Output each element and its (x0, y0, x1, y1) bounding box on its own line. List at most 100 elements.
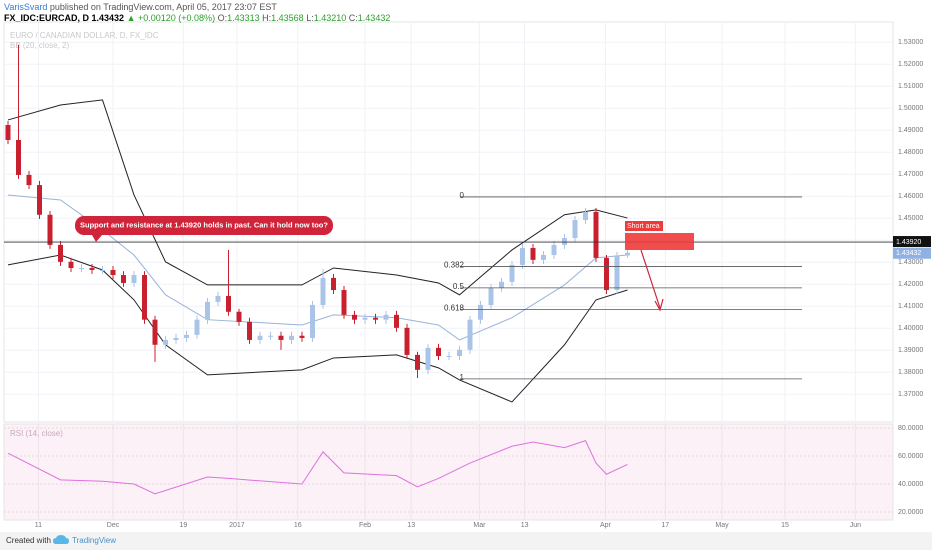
candle-body (457, 349, 462, 356)
candle-body (299, 335, 305, 338)
candle-body (436, 347, 441, 356)
rsi-title: RSI (14, close) (10, 429, 63, 438)
candle-body (278, 335, 284, 340)
ohlc-label: L: (306, 13, 314, 23)
callout-tail (92, 235, 102, 242)
candle-body (404, 327, 410, 355)
indicator-title: BB (20, close, 2) (10, 41, 69, 50)
candle-body (373, 317, 378, 320)
fib-label: 0.5 (453, 282, 465, 291)
rsi-tick-label: 20.0000 (898, 509, 923, 516)
short-area-tag (625, 221, 663, 231)
x-tick-label: 13 (407, 522, 415, 529)
candle-body (152, 319, 158, 345)
candle-body (89, 267, 95, 270)
candle-body (289, 335, 294, 340)
x-tick-label: 16 (294, 522, 302, 529)
x-tick-label: 11 (35, 522, 42, 529)
candle-body (247, 321, 252, 340)
candle-body (352, 314, 357, 320)
rsi-tick-label: 40.0000 (898, 481, 923, 488)
header-line-1: VarisSvard published on TradingView.com,… (4, 2, 390, 13)
candle-body (320, 277, 326, 305)
ohlc-label: H: (262, 13, 272, 23)
header-line-2: FX_IDC:EURCAD, D 1.43432 ▲ +0.00120 (+0.… (4, 13, 390, 24)
candle-body (142, 275, 147, 320)
rsi-line (7, 440, 628, 495)
price: 1.43432 (91, 13, 125, 23)
candle-body (530, 247, 536, 260)
x-tick-label: Mar (473, 522, 486, 529)
x-tick-label: 17 (661, 522, 669, 529)
candle-body (310, 304, 315, 338)
candle-body (572, 220, 578, 239)
candle-body (625, 252, 630, 256)
candle-body (562, 238, 567, 245)
candle-body (16, 139, 21, 175)
candle-body (173, 337, 179, 340)
footer-created: Created with (6, 536, 51, 545)
callout-bg (75, 216, 333, 235)
candle-body (520, 247, 525, 265)
candle-body (131, 275, 137, 283)
last-price-label: 1.43432 (896, 250, 921, 257)
candle-body (362, 317, 368, 320)
x-tick-label: Apr (600, 522, 612, 529)
candle-body (268, 335, 273, 337)
candle-body (394, 314, 399, 328)
candle-body (68, 261, 74, 268)
symbol: FX_IDC:EURCAD, D (4, 13, 90, 23)
ohlc-value: 1.43313 (227, 13, 260, 23)
candle-body (205, 301, 210, 320)
ohlc-label: O: (217, 13, 228, 23)
candle-body (5, 125, 11, 140)
y-tick-label: 1.48000 (898, 149, 923, 156)
fib-label: 1 (460, 373, 465, 382)
y-tick-label: 1.37000 (898, 391, 923, 398)
x-tick-label: 13 (521, 522, 529, 529)
bollinger-lower (7, 254, 628, 403)
candle-body (499, 281, 504, 288)
rsi-tick-label: 60.0000 (898, 453, 923, 460)
x-tick-label: Feb (359, 522, 371, 529)
callout-text: Support and resistance at 1.43920 holds … (80, 220, 328, 229)
candle-body (509, 264, 515, 282)
resistance-label-bg (893, 236, 931, 248)
candle-body (194, 319, 200, 335)
candle-body (425, 347, 431, 370)
ohlc-value: 1.43210 (313, 13, 347, 23)
y-tick-label: 1.47000 (898, 171, 923, 178)
short-area-label: Short area (627, 223, 660, 230)
y-tick-label: 1.53000 (898, 39, 923, 46)
y-tick-label: 1.40000 (898, 325, 923, 332)
candle-body (121, 275, 126, 283)
candle-body (215, 295, 221, 302)
candle-body (478, 304, 483, 320)
chart-title: EURO / CANADIAN DOLLAR, D, FX_IDC (10, 31, 159, 40)
header: VarisSvard published on TradingView.com,… (4, 2, 390, 24)
author: VarisSvard (4, 2, 48, 12)
y-tick-label: 1.45000 (898, 215, 923, 222)
x-tick-label: 15 (781, 522, 789, 529)
x-tick-label: 2017 (229, 522, 245, 529)
x-tick-label: Dec (107, 522, 120, 529)
candle-body (236, 311, 242, 322)
y-tick-label: 1.43000 (898, 259, 923, 266)
short-area (625, 233, 694, 250)
candle-body (331, 277, 336, 290)
y-tick-label: 1.39000 (898, 347, 923, 354)
candle-body (79, 267, 84, 269)
candle-body (488, 287, 494, 305)
x-tick-label: Jun (850, 522, 861, 529)
candle-body (163, 339, 168, 345)
candle-body (614, 255, 620, 290)
candle-body (100, 269, 105, 271)
candle-body (184, 334, 189, 338)
candle-body (415, 354, 420, 370)
candle-body (37, 185, 42, 215)
fib-label: 0 (460, 191, 465, 200)
footer-brand: TradingView (72, 536, 116, 545)
candle-body (383, 314, 389, 320)
